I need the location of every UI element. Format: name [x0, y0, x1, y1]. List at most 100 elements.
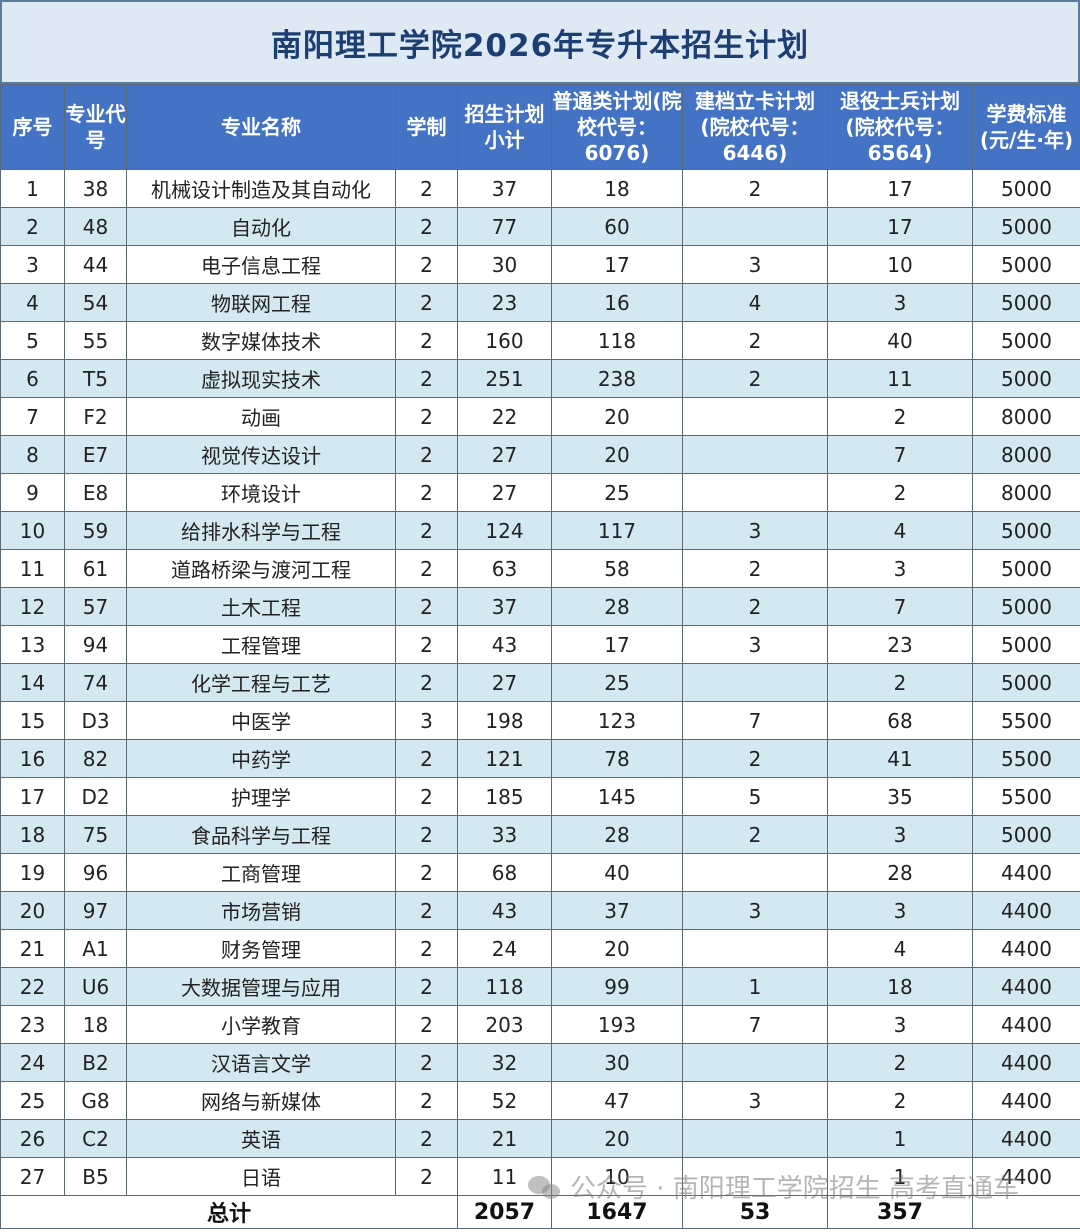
enrollment-plan-table: 序号 专业代号 专业名称 学制 招生计划小计 普通类计划(院校代号：6076) …	[0, 84, 1080, 1229]
cell-general: 193	[551, 1005, 683, 1044]
cell-index: 19	[0, 853, 65, 892]
total-veteran: 357	[827, 1195, 973, 1229]
table-row: 11 61 道路桥梁与渡河工程 2 63 58 2 3 5000	[0, 549, 1080, 588]
cell-major-code: 44	[64, 245, 127, 284]
cell-major-name: 网络与新媒体	[126, 1081, 396, 1120]
cell-subtotal: 22	[457, 397, 552, 436]
cell-index: 20	[0, 891, 65, 930]
cell-index: 27	[0, 1157, 65, 1196]
cell-major-code: B2	[64, 1043, 127, 1082]
total-label: 总计	[0, 1195, 458, 1229]
cell-index: 26	[0, 1119, 65, 1158]
cell-duration: 2	[395, 397, 458, 436]
cell-subtotal: 32	[457, 1043, 552, 1082]
watermark: 公众号 · 南阳理工学院招生 高考直通车	[528, 1168, 1019, 1205]
table-body: 1 38 机械设计制造及其自动化 2 37 18 2 17 5000 2 48 自动化 2 77 60 17 5…	[0, 169, 1080, 1196]
cell-index: 10	[0, 511, 65, 550]
cell-duration: 2	[395, 739, 458, 778]
cell-major-name: 市场营销	[126, 891, 396, 930]
cell-major-name: 道路桥梁与渡河工程	[126, 549, 396, 588]
table-row: 5 55 数字媒体技术 2 160 118 2 40 5000	[0, 321, 1080, 360]
cell-veteran: 4	[827, 511, 973, 550]
cell-major-code: A1	[64, 929, 127, 968]
cell-duration: 2	[395, 435, 458, 474]
cell-tuition: 5000	[972, 169, 1080, 208]
cell-poverty	[682, 929, 828, 968]
cell-subtotal: 21	[457, 1119, 552, 1158]
cell-duration: 2	[395, 853, 458, 892]
cell-duration: 2	[395, 1119, 458, 1158]
cell-tuition: 5000	[972, 625, 1080, 664]
cell-major-name: 中医学	[126, 701, 396, 740]
cell-tuition: 4400	[972, 1119, 1080, 1158]
cell-tuition: 5500	[972, 777, 1080, 816]
cell-major-name: 虚拟现实技术	[126, 359, 396, 398]
header-poverty-plan: 建档立卡计划(院校代号：6446)	[682, 84, 828, 170]
cell-major-code: 55	[64, 321, 127, 360]
cell-subtotal: 43	[457, 625, 552, 664]
cell-general: 60	[551, 207, 683, 246]
cell-poverty: 3	[682, 245, 828, 284]
cell-poverty: 2	[682, 169, 828, 208]
cell-tuition: 5000	[972, 511, 1080, 550]
cell-duration: 2	[395, 1081, 458, 1120]
cell-duration: 2	[395, 587, 458, 626]
cell-major-code: U6	[64, 967, 127, 1006]
cell-index: 3	[0, 245, 65, 284]
cell-subtotal: 185	[457, 777, 552, 816]
cell-tuition: 4400	[972, 929, 1080, 968]
cell-general: 37	[551, 891, 683, 930]
cell-general: 20	[551, 435, 683, 474]
cell-veteran: 3	[827, 891, 973, 930]
header-major-code: 专业代号	[64, 84, 127, 170]
cell-poverty: 2	[682, 739, 828, 778]
table-row: 27 B5 日语 2 11 10 1 4400	[0, 1157, 1080, 1196]
cell-veteran: 17	[827, 169, 973, 208]
cell-index: 12	[0, 587, 65, 626]
cell-index: 24	[0, 1043, 65, 1082]
table-row: 1 38 机械设计制造及其自动化 2 37 18 2 17 5000	[0, 169, 1080, 208]
cell-poverty: 4	[682, 283, 828, 322]
cell-veteran: 41	[827, 739, 973, 778]
cell-subtotal: 37	[457, 169, 552, 208]
cell-poverty: 3	[682, 1081, 828, 1120]
cell-subtotal: 52	[457, 1081, 552, 1120]
cell-poverty	[682, 1157, 828, 1196]
cell-subtotal: 118	[457, 967, 552, 1006]
table-row: 19 96 工商管理 2 68 40 28 4400	[0, 853, 1080, 892]
cell-poverty: 3	[682, 511, 828, 550]
cell-major-name: 工程管理	[126, 625, 396, 664]
cell-tuition: 5000	[972, 587, 1080, 626]
cell-duration: 2	[395, 283, 458, 322]
cell-major-code: 74	[64, 663, 127, 702]
cell-veteran: 3	[827, 815, 973, 854]
cell-poverty: 2	[682, 321, 828, 360]
cell-general: 10	[551, 1157, 683, 1196]
cell-subtotal: 43	[457, 891, 552, 930]
cell-poverty: 2	[682, 549, 828, 588]
cell-poverty: 3	[682, 891, 828, 930]
table-row: 10 59 给排水科学与工程 2 124 117 3 4 5000	[0, 511, 1080, 550]
cell-major-code: 54	[64, 283, 127, 322]
cell-subtotal: 23	[457, 283, 552, 322]
total-general: 1647	[551, 1195, 683, 1229]
cell-poverty: 5	[682, 777, 828, 816]
cell-veteran: 7	[827, 435, 973, 474]
cell-veteran: 68	[827, 701, 973, 740]
table-row: 4 54 物联网工程 2 23 16 4 3 5000	[0, 283, 1080, 322]
cell-subtotal: 251	[457, 359, 552, 398]
cell-subtotal: 160	[457, 321, 552, 360]
cell-general: 18	[551, 169, 683, 208]
cell-poverty	[682, 397, 828, 436]
header-row: 序号 专业代号 专业名称 学制 招生计划小计 普通类计划(院校代号：6076) …	[0, 84, 1080, 170]
cell-subtotal: 63	[457, 549, 552, 588]
table-row: 9 E8 环境设计 2 27 25 2 8000	[0, 473, 1080, 512]
cell-major-name: 食品科学与工程	[126, 815, 396, 854]
cell-duration: 2	[395, 245, 458, 284]
cell-index: 13	[0, 625, 65, 664]
table-row: 20 97 市场营销 2 43 37 3 3 4400	[0, 891, 1080, 930]
cell-duration: 2	[395, 1005, 458, 1044]
cell-duration: 2	[395, 625, 458, 664]
table-row: 8 E7 视觉传达设计 2 27 20 7 8000	[0, 435, 1080, 474]
cell-veteran: 17	[827, 207, 973, 246]
